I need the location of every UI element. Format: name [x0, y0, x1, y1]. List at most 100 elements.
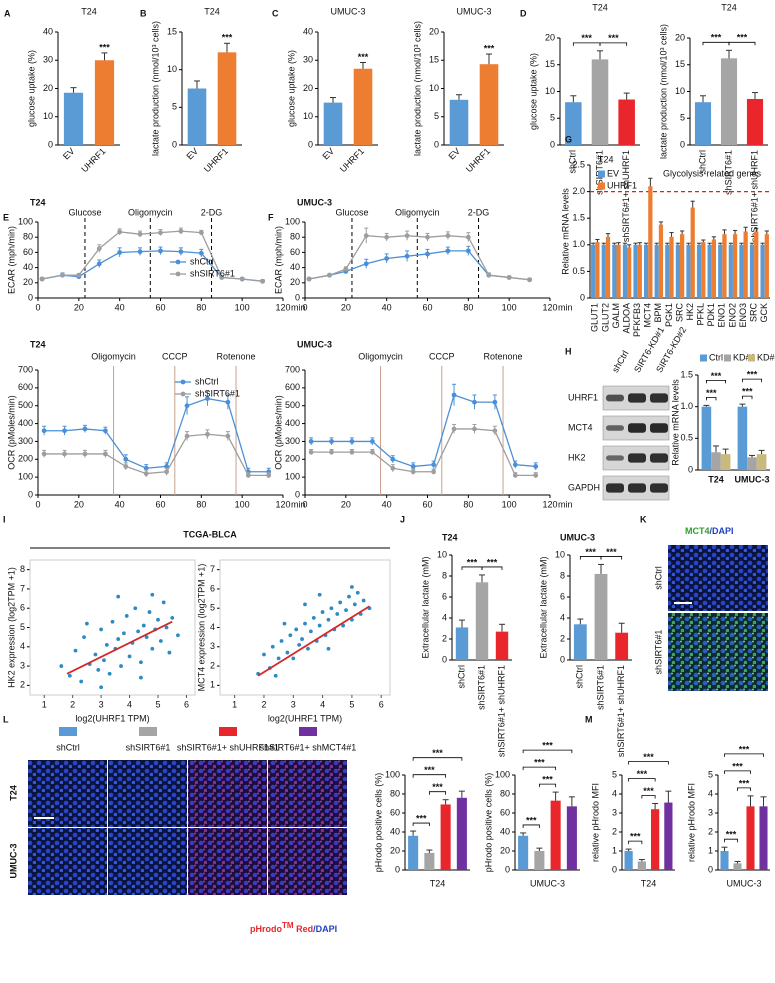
significance: ***: [732, 761, 743, 771]
bar: [722, 234, 727, 298]
x-tick-label: 40: [382, 499, 392, 509]
event-label: Rotenone: [484, 351, 523, 361]
significance-bracket: [742, 395, 753, 400]
significance: ***: [637, 769, 648, 779]
point: [99, 627, 104, 632]
y-tick-label: 0: [28, 292, 33, 302]
point: [158, 639, 163, 643]
significance-bracket: [481, 566, 503, 570]
point: [445, 233, 451, 239]
y-tick-label: 3: [612, 807, 617, 817]
bar: [455, 627, 469, 660]
micrograph: [268, 828, 347, 895]
significance-bracket: [428, 791, 447, 795]
x-tick-label: PDK1: [706, 303, 716, 327]
point: [349, 449, 355, 455]
y-tick-label: 0: [48, 139, 53, 149]
y-tick-label: 20: [303, 83, 313, 93]
point: [205, 396, 210, 401]
bar: [747, 457, 757, 470]
bar: [518, 835, 529, 870]
blot-band: [650, 423, 668, 433]
x-axis-label: T24: [641, 878, 657, 888]
y-tick-label: 4: [442, 612, 447, 622]
x-tick-label: 120: [275, 499, 290, 509]
significance-bracket: [538, 783, 557, 788]
y-tick-label: 4: [210, 622, 215, 632]
y-axis-label: HK2 expression (log2TPM +1): [6, 567, 16, 688]
y-tick-label: 15: [545, 59, 555, 69]
point: [164, 469, 170, 475]
y-tick-label: 8: [20, 564, 25, 574]
y-tick-label: 10: [429, 83, 439, 93]
x-tick-label: PFKFB3: [632, 303, 642, 337]
y-axis-label: pHrodo positive cells (%): [373, 773, 383, 873]
fit-line: [257, 605, 370, 677]
x-tick-label: shCtrl: [568, 150, 578, 174]
point: [308, 439, 314, 444]
significance: ***: [726, 830, 737, 840]
bar: [718, 244, 723, 298]
y-tick-label: 20: [429, 26, 439, 36]
point: [117, 250, 123, 255]
x-tick-label: GLUT1: [590, 303, 600, 332]
bar: [669, 236, 674, 298]
point: [279, 639, 284, 643]
y-tick-label: 15: [675, 59, 685, 69]
point: [117, 229, 123, 235]
y-tick-label: 0: [442, 654, 447, 664]
panel-letter: J: [400, 514, 405, 524]
y-tick-label: 6: [20, 603, 25, 613]
bar: [696, 244, 702, 298]
point: [41, 428, 47, 434]
point: [104, 642, 109, 647]
significance: ***: [737, 33, 748, 43]
point: [102, 658, 106, 663]
event-label: Glucose: [68, 207, 101, 217]
x-tick-label: GALM: [611, 303, 621, 329]
blot-band: [650, 483, 668, 493]
y-tick-label: 100: [285, 216, 300, 226]
point: [158, 230, 163, 236]
point: [300, 637, 304, 641]
legend-label: shCtrl: [195, 376, 219, 386]
bar: [534, 851, 545, 870]
point: [136, 629, 141, 634]
significance: ***: [542, 740, 553, 750]
y-tick-label: 80: [23, 232, 33, 242]
point: [465, 248, 471, 254]
legend-swatch: [724, 354, 731, 362]
x-tick-label: 0: [302, 499, 307, 509]
point: [349, 439, 355, 444]
legend-label: shCtrl: [56, 742, 80, 752]
y-axis-label: lactate production (nmol/10³ cells): [150, 21, 160, 156]
y-axis-label: ECAR (mph/min): [6, 226, 16, 294]
x-tick-label: 40: [382, 302, 392, 312]
legend-swatch: [219, 727, 237, 736]
point: [198, 250, 204, 256]
y-tick-label: 80: [500, 788, 510, 798]
chart-title: UMUC-3: [297, 339, 332, 349]
x-tick-label: BPM: [653, 303, 663, 323]
y-tick-label: 0: [295, 292, 300, 302]
significance-bracket: [724, 753, 764, 757]
y-tick-label: 5: [680, 113, 685, 123]
x-tick-label: shCtrl: [575, 665, 585, 689]
y-tick-label: 60: [23, 247, 33, 257]
point: [102, 428, 108, 434]
x-axis-label: min: [291, 302, 306, 312]
series-line: [41, 230, 263, 282]
x-tick-label: 120: [542, 499, 557, 509]
plot-frame: [29, 559, 196, 696]
bar: [615, 632, 629, 660]
y-tick-label: 6: [560, 591, 565, 601]
point: [156, 617, 160, 622]
chart-title: T24: [721, 2, 737, 12]
x-tick-label: shSIRT6#1+ shUHRF1: [621, 150, 631, 242]
x-tick-label: 60: [422, 499, 432, 509]
bar: [701, 242, 706, 298]
x-tick-label: 1: [42, 699, 47, 709]
y-tick-label: 3: [20, 660, 25, 670]
row-label: UMUC-3: [8, 844, 18, 879]
bar: [440, 804, 451, 870]
